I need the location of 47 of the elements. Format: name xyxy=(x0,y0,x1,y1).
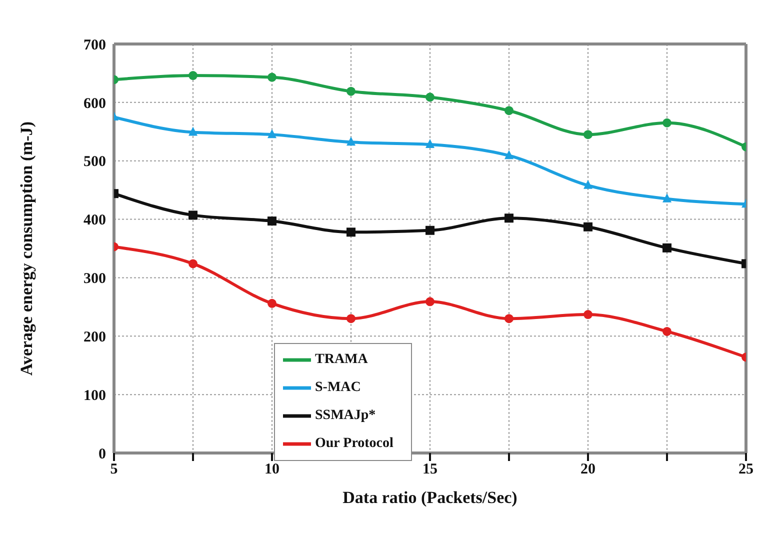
point xyxy=(426,226,434,235)
x-tick-label: 5 xyxy=(110,462,118,478)
x-tick-label: 15 xyxy=(422,462,438,478)
point xyxy=(584,222,592,232)
point xyxy=(504,150,514,160)
point xyxy=(662,326,672,336)
y-tick-label: 700 xyxy=(84,37,106,54)
x-tick-label: 10 xyxy=(264,462,280,478)
point xyxy=(268,129,276,138)
point xyxy=(584,180,592,189)
y-tick-label: 200 xyxy=(84,329,106,346)
x-tick-label: 20 xyxy=(580,462,596,478)
point xyxy=(346,228,356,237)
y-tick-label: 600 xyxy=(84,96,106,112)
point xyxy=(584,130,592,140)
point xyxy=(504,214,514,223)
point xyxy=(268,298,276,308)
point xyxy=(188,259,198,268)
y-tick-label: 0 xyxy=(98,446,106,462)
legend-label: TRAMA xyxy=(315,352,368,368)
point xyxy=(426,297,434,306)
point xyxy=(662,243,672,252)
y-tick-label: 400 xyxy=(84,212,106,229)
y-tick-label: 500 xyxy=(84,154,106,170)
legend-label: SSMAJp* xyxy=(315,408,376,424)
point xyxy=(584,310,592,320)
point xyxy=(426,138,434,148)
y-tick-label: 300 xyxy=(84,271,106,288)
point xyxy=(188,126,198,136)
legend-label: Our Protocol xyxy=(315,436,394,452)
point xyxy=(662,118,672,128)
point xyxy=(504,106,514,116)
point xyxy=(504,314,514,324)
point xyxy=(188,210,198,220)
point xyxy=(426,92,434,102)
point xyxy=(268,216,276,226)
point xyxy=(346,136,356,146)
x-tick-label: 25 xyxy=(738,462,754,478)
legend-label: S-MAC xyxy=(315,380,361,396)
point xyxy=(188,71,198,80)
point xyxy=(662,193,672,202)
x-axis-title: Data ratio (Packets/Sec) xyxy=(342,488,518,507)
point xyxy=(268,72,276,82)
y-tick-label: 100 xyxy=(84,388,106,404)
point xyxy=(346,86,356,96)
point xyxy=(346,314,356,324)
y-axis-title: Average energy consumption (m-J) xyxy=(17,121,36,376)
